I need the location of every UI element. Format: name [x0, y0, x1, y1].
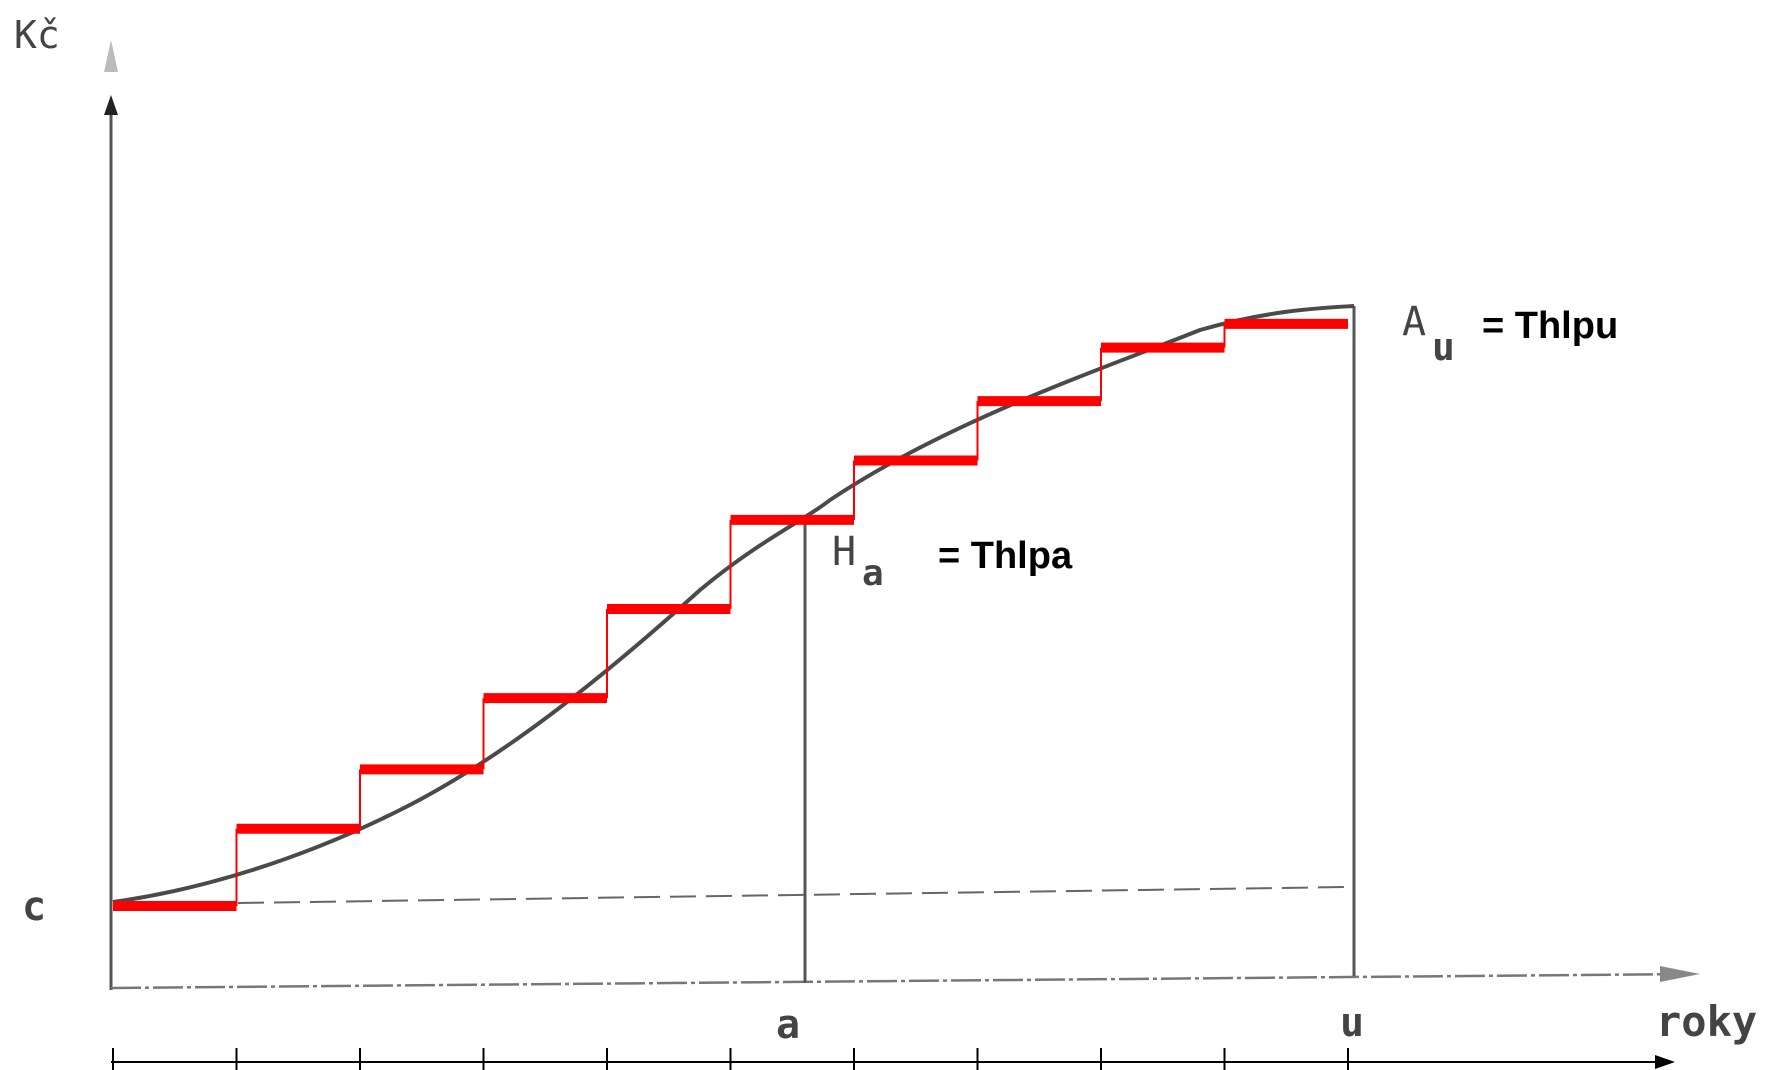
value-curve: [112, 304, 1355, 904]
a-subscript: u: [1432, 325, 1455, 369]
h-equation: = Thlpa: [938, 535, 1073, 577]
h-subscript: a: [862, 553, 884, 594]
timeline-arrow: [1655, 1055, 1675, 1069]
a-label: a: [776, 1002, 800, 1048]
timeline-ticks: [112, 1048, 1349, 1070]
h-a-annotation: H a = Thlpa: [832, 529, 1073, 594]
c-label: c: [22, 884, 46, 930]
x-axis-label: roky: [1656, 997, 1757, 1046]
a-equation: = Thlpu: [1482, 305, 1618, 347]
y-axis-arrow: [104, 95, 118, 115]
c-baseline: [237, 886, 1349, 904]
u-label: u: [1340, 1000, 1364, 1046]
a-symbol: A: [1402, 299, 1426, 345]
x-axis-arrow: [1660, 966, 1700, 982]
y-axis-label: Kč: [14, 13, 60, 57]
h-symbol: H: [832, 529, 856, 575]
step-function: [113, 318, 1348, 911]
a-u-annotation: A u = Thlpu: [1402, 299, 1618, 369]
x-axis: [110, 972, 1691, 990]
y-axis-faint-arrow: [104, 40, 118, 72]
